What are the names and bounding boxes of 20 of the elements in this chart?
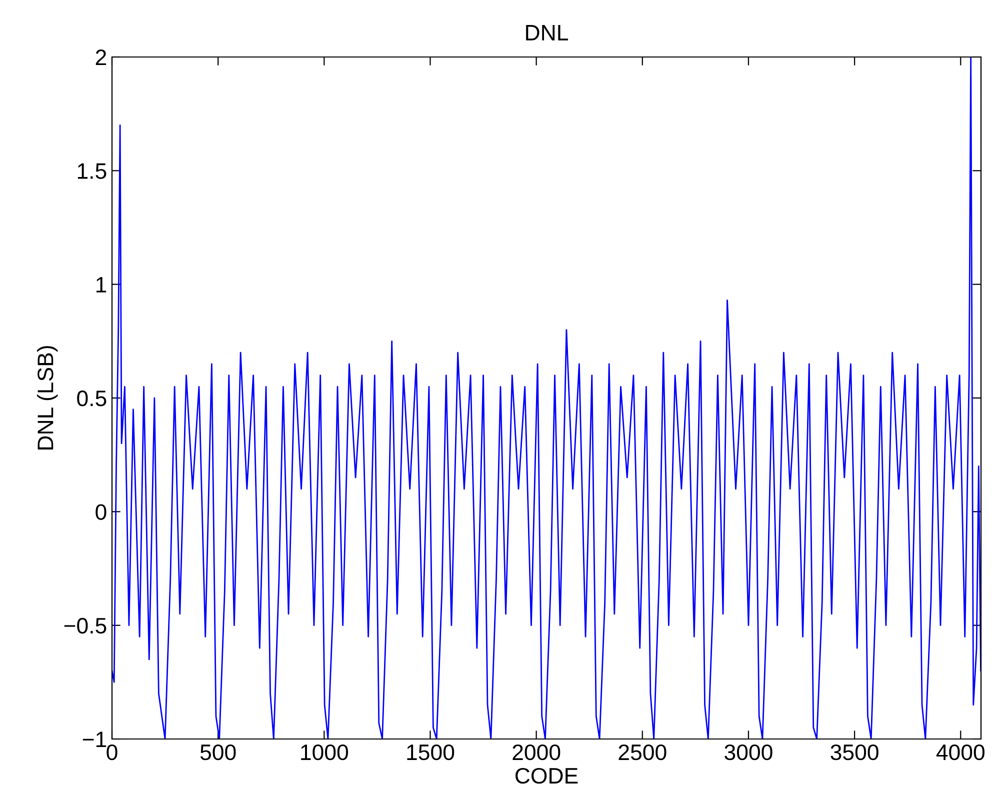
x-tick-label: 3500 bbox=[830, 744, 878, 760]
x-tick-label: 3000 bbox=[724, 744, 772, 760]
y-tick-label: 0 bbox=[96, 504, 106, 520]
y-tick-label: −1 bbox=[82, 732, 106, 748]
y-tick-label: 2 bbox=[96, 50, 106, 66]
x-tick-label: 1000 bbox=[301, 744, 348, 760]
x-tick-label: 0 bbox=[106, 744, 118, 760]
line-series bbox=[112, 57, 981, 739]
x-tick-label: 4000 bbox=[936, 744, 984, 760]
x-axis-title: CODE bbox=[516, 768, 578, 784]
y-tick-label: 0.5 bbox=[77, 390, 106, 406]
y-axis-title: DNL (LSB) bbox=[37, 346, 58, 450]
x-tick-label: 500 bbox=[200, 744, 236, 760]
y-tick-label: −0.5 bbox=[64, 618, 106, 634]
chart-title: DNL bbox=[526, 25, 568, 40]
x-tick-label: 1500 bbox=[407, 744, 454, 760]
y-tick-label: 1.5 bbox=[78, 163, 106, 179]
y-tick-label: 1 bbox=[96, 277, 106, 292]
x-tick-label: 2000 bbox=[512, 744, 560, 760]
x-tick-label: 2500 bbox=[618, 744, 666, 760]
